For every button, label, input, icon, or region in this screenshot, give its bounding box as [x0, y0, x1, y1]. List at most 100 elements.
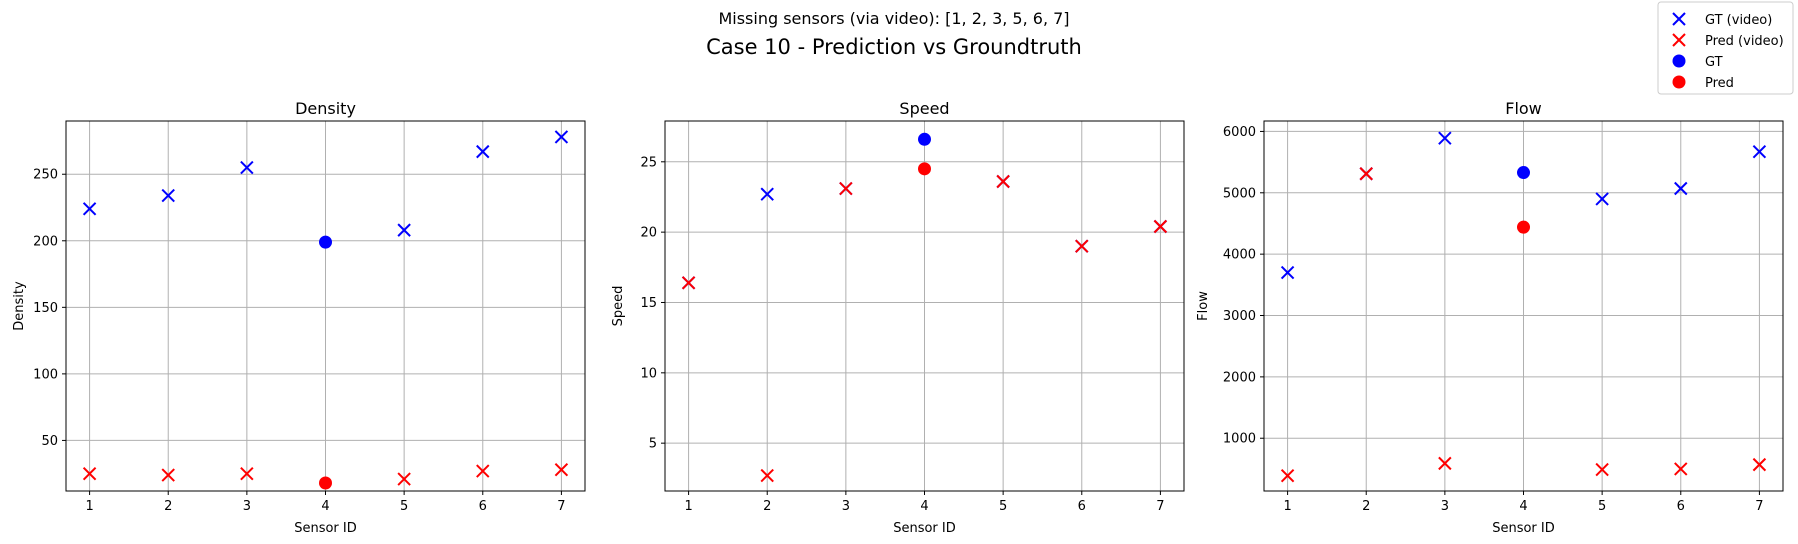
x-tick-label: 5 — [1598, 499, 1606, 514]
plot-area: 1 2 3 4 5 6 7 50 100 150 200 250 Density Sensor ID Den… — [12, 99, 1784, 536]
data-point — [1752, 144, 1767, 159]
series-pred — [319, 476, 332, 490]
subplot-title: Density — [295, 99, 356, 118]
data-point — [1280, 468, 1295, 483]
x-tick-label: 4 — [920, 499, 928, 514]
y-axis-label: Density — [12, 281, 27, 331]
data-point — [1438, 131, 1452, 145]
series-pred-video — [82, 462, 569, 486]
y-axis-label: Flow — [1196, 291, 1211, 321]
data-point — [476, 464, 490, 478]
x-tick-label: 4 — [321, 499, 329, 514]
series-gt-video — [82, 130, 569, 237]
legend-entry-pred-video: Pred (video) — [1672, 33, 1784, 49]
data-point — [161, 188, 175, 203]
x-tick-label: 5 — [400, 499, 408, 514]
y-axis-label: Speed — [611, 286, 626, 327]
subplot-density: 1 2 3 4 5 6 7 50 100 150 200 250 Density Sensor ID Den… — [12, 99, 586, 536]
x-tick-label: 1 — [85, 499, 93, 514]
data-point — [839, 181, 853, 196]
data-point — [996, 174, 1010, 189]
legend-marker — [1672, 33, 1686, 47]
subplot-title: Flow — [1505, 99, 1542, 118]
series-pred — [918, 162, 931, 176]
x-tick-label: 6 — [1078, 499, 1086, 514]
x-tick-label: 6 — [1677, 499, 1685, 514]
legend-label: Pred — [1705, 76, 1734, 91]
data-point — [1674, 462, 1688, 476]
data-point — [1595, 192, 1609, 206]
legend-marker — [1672, 75, 1686, 89]
legend-label: Pred (video) — [1705, 34, 1784, 49]
y-tick-label: 10 — [640, 366, 657, 381]
data-point — [476, 144, 490, 159]
x-axis-label: Sensor ID — [893, 521, 956, 536]
data-point — [319, 476, 332, 490]
subplot-speed: 1 2 3 4 5 6 7 5 10 15 20 25 Speed Sensor ID Speed — [611, 99, 1185, 536]
x-tick-label: 6 — [479, 499, 487, 514]
data-point — [240, 466, 254, 481]
data-point — [1517, 166, 1530, 180]
data-point — [1438, 456, 1452, 471]
data-point — [319, 235, 332, 249]
x-tick-label: 7 — [557, 499, 565, 514]
x-tick-label: 1 — [684, 499, 692, 514]
y-tick-label: 50 — [41, 434, 58, 449]
y-tick-label: 2000 — [1223, 370, 1256, 385]
y-tick-label: 4000 — [1223, 248, 1256, 263]
legend-label: GT (video) — [1705, 13, 1772, 28]
data-point — [1280, 265, 1295, 280]
data-point — [918, 132, 931, 146]
x-tick-label: 1 — [1283, 499, 1291, 514]
x-tick-label: 7 — [1156, 499, 1164, 514]
x-axis-label: Sensor ID — [294, 521, 357, 536]
y-tick-label: 3000 — [1223, 309, 1256, 324]
series-gt — [319, 235, 332, 249]
legend: GT (video) Pred (video) GT Pred — [1657, 1, 1794, 95]
x-tick-label: 5 — [999, 499, 1007, 514]
x-tick-label: 3 — [842, 499, 850, 514]
data-point — [1752, 457, 1767, 472]
y-tick-label: 100 — [33, 367, 58, 382]
data-point — [1359, 167, 1373, 181]
y-tick-label: 250 — [33, 168, 58, 183]
series-gt — [1517, 166, 1530, 180]
y-tick-label: 1000 — [1223, 432, 1256, 447]
data-point — [1517, 220, 1530, 234]
x-tick-label: 2 — [763, 499, 771, 514]
y-tick-label: 25 — [640, 155, 657, 170]
series-gt — [918, 132, 931, 146]
legend-marker — [1672, 12, 1686, 26]
legend-marker — [1672, 54, 1686, 68]
legend-entry-pred: Pred — [1672, 75, 1734, 91]
legend-label: GT — [1705, 55, 1723, 70]
data-point — [760, 468, 774, 483]
data-point — [554, 130, 569, 144]
subplot-flow: 1 2 3 4 5 6 7 1000 2000 3000 4000 5000 6000 Flow Senso… — [1196, 99, 1784, 536]
y-tick-label: 150 — [33, 301, 58, 316]
series-pred-video — [1280, 167, 1767, 483]
data-point — [1595, 462, 1609, 477]
data-point — [82, 466, 97, 481]
y-tick-label: 15 — [640, 296, 657, 311]
y-tick-label: 20 — [640, 226, 657, 241]
data-point — [1153, 219, 1168, 234]
y-tick-label: 6000 — [1223, 125, 1256, 140]
legend-entry-gt-video: GT (video) — [1672, 12, 1772, 28]
data-point — [554, 462, 569, 477]
legend-frame — [1657, 1, 1794, 95]
data-point — [681, 276, 696, 290]
figure-title: Case 10 - Prediction vs Groundtruth — [706, 35, 1082, 59]
y-tick-label: 5 — [649, 437, 657, 452]
data-point — [240, 160, 254, 175]
data-point — [397, 472, 411, 486]
x-axis-label: Sensor ID — [1492, 521, 1555, 536]
data-point — [1674, 181, 1688, 196]
data-point — [918, 162, 931, 176]
x-tick-label: 2 — [1362, 499, 1370, 514]
y-tick-label: 5000 — [1223, 186, 1256, 201]
x-tick-label: 7 — [1755, 499, 1763, 514]
x-tick-label: 4 — [1519, 499, 1527, 514]
x-tick-label: 3 — [243, 499, 251, 514]
x-tick-label: 2 — [164, 499, 172, 514]
